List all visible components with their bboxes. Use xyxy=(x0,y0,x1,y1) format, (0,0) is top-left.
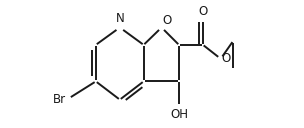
Text: O: O xyxy=(222,52,231,65)
Text: Br: Br xyxy=(53,93,66,106)
Text: N: N xyxy=(116,12,124,25)
Text: O: O xyxy=(162,14,172,27)
Text: O: O xyxy=(198,5,208,18)
Text: OH: OH xyxy=(170,108,188,121)
